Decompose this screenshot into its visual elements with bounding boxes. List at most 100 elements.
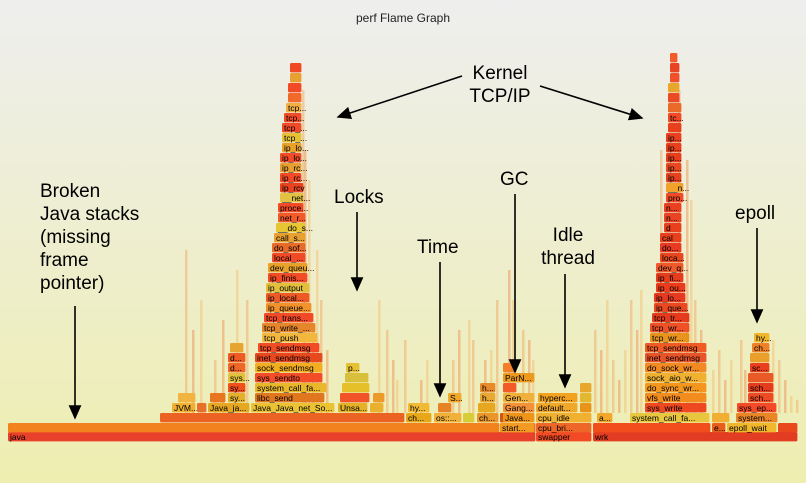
- stack-frame[interactable]: ip_que...: [654, 303, 689, 313]
- stack-frame[interactable]: [438, 403, 452, 413]
- stack-frame[interactable]: Java...: [503, 413, 535, 423]
- stack-frame[interactable]: cpu_idle: [536, 413, 592, 423]
- stack-frame[interactable]: sys_ep...: [737, 403, 777, 413]
- stack-frame[interactable]: [230, 343, 244, 353]
- stack-frame[interactable]: ip_queue...: [266, 303, 312, 313]
- stack-frame[interactable]: __n...: [666, 183, 689, 193]
- stack-frame[interactable]: swapper: [536, 432, 592, 442]
- stack-frame[interactable]: tcp_sendmsg: [645, 343, 707, 353]
- stack-frame[interactable]: [580, 403, 592, 413]
- stack-frame[interactable]: [178, 393, 196, 403]
- stack-frame[interactable]: S...: [448, 393, 463, 403]
- stack-frame[interactable]: ip_local...: [266, 293, 310, 303]
- stack-frame[interactable]: n...: [664, 213, 682, 223]
- stack-frame[interactable]: e...: [712, 423, 726, 433]
- stack-frame[interactable]: wrk: [593, 432, 798, 442]
- stack-frame[interactable]: Java_ja...: [208, 403, 250, 413]
- stack-frame[interactable]: epoll_wait: [727, 423, 777, 433]
- stack-frame[interactable]: ip_fi...: [656, 273, 684, 283]
- stack-frame[interactable]: inet_sendmsg: [645, 353, 707, 363]
- stack-frame[interactable]: hy...: [754, 333, 771, 343]
- stack-frame[interactable]: [478, 403, 496, 413]
- stack-frame[interactable]: [210, 393, 226, 403]
- stack-frame[interactable]: loca...: [660, 253, 685, 263]
- stack-frame[interactable]: [670, 63, 680, 73]
- stack-frame[interactable]: [342, 383, 370, 393]
- stack-frame[interactable]: [503, 383, 517, 393]
- stack-frame[interactable]: ip_lo...: [654, 293, 686, 303]
- stack-frame[interactable]: [160, 413, 405, 423]
- stack-frame[interactable]: java: [8, 432, 536, 442]
- stack-frame[interactable]: hyperc...: [538, 393, 578, 403]
- stack-frame[interactable]: [712, 413, 730, 423]
- stack-frame[interactable]: ip...: [666, 133, 682, 143]
- stack-frame[interactable]: sc...: [750, 363, 770, 373]
- stack-frame[interactable]: [670, 53, 678, 63]
- stack-frame[interactable]: [8, 423, 500, 433]
- stack-frame[interactable]: h...: [480, 383, 496, 393]
- stack-frame[interactable]: d...: [228, 353, 246, 363]
- stack-frame[interactable]: ip_lo...: [282, 143, 309, 153]
- stack-frame[interactable]: ip_rc...: [280, 163, 308, 173]
- stack-frame[interactable]: ip_output: [266, 283, 310, 293]
- stack-frame[interactable]: [593, 423, 711, 433]
- stack-frame[interactable]: ip_lo...: [280, 153, 307, 163]
- stack-frame[interactable]: Unsa...: [338, 403, 368, 413]
- stack-frame[interactable]: d: [664, 223, 682, 233]
- stack-frame[interactable]: hy...: [408, 403, 430, 413]
- stack-frame[interactable]: [340, 393, 370, 403]
- stack-frame[interactable]: [373, 393, 385, 403]
- stack-frame[interactable]: [345, 373, 369, 383]
- stack-frame[interactable]: cpu_bri...: [536, 423, 592, 433]
- stack-frame[interactable]: tcp_tr...: [652, 313, 690, 323]
- stack-frame[interactable]: call_s...: [274, 233, 306, 243]
- stack-frame[interactable]: ip...: [666, 163, 682, 173]
- stack-frame[interactable]: tcp_write_...: [262, 323, 316, 333]
- stack-frame[interactable]: ip_finis...: [268, 273, 308, 283]
- stack-frame[interactable]: __net...: [280, 193, 310, 203]
- stack-frame[interactable]: sys_write: [645, 403, 707, 413]
- stack-frame[interactable]: do_sof...: [272, 243, 307, 253]
- stack-frame[interactable]: [668, 83, 680, 93]
- stack-frame[interactable]: os::...: [434, 413, 462, 423]
- stack-frame[interactable]: tcp_...: [282, 133, 307, 143]
- stack-frame[interactable]: [778, 423, 798, 433]
- stack-frame[interactable]: proce...: [278, 203, 308, 213]
- stack-frame[interactable]: net_r...: [278, 213, 306, 223]
- stack-frame[interactable]: [290, 63, 302, 73]
- stack-frame[interactable]: ip_rc...: [280, 173, 308, 183]
- stack-frame[interactable]: [668, 123, 682, 133]
- stack-frame[interactable]: default...: [536, 403, 578, 413]
- stack-frame[interactable]: Java_Java_net_So...: [251, 403, 335, 413]
- stack-frame[interactable]: [670, 73, 680, 83]
- stack-frame[interactable]: libc_send: [255, 393, 325, 403]
- stack-frame[interactable]: [290, 73, 302, 83]
- stack-frame[interactable]: dev_q...: [656, 263, 688, 273]
- stack-frame[interactable]: ch...: [477, 413, 499, 423]
- stack-frame[interactable]: do...: [660, 243, 682, 253]
- stack-frame[interactable]: ip_ou...: [656, 283, 686, 293]
- stack-frame[interactable]: sys_sendto: [255, 373, 323, 383]
- stack-frame[interactable]: pro...: [666, 193, 687, 203]
- stack-frame[interactable]: sy...: [228, 393, 246, 403]
- stack-frame[interactable]: tcp_wr...: [650, 333, 690, 343]
- stack-frame[interactable]: dev_queu...: [268, 263, 314, 273]
- stack-frame[interactable]: [748, 373, 774, 383]
- stack-frame[interactable]: ch...: [406, 413, 432, 423]
- stack-frame[interactable]: d...: [228, 363, 246, 373]
- stack-frame[interactable]: do_sock_wr...: [645, 363, 707, 373]
- stack-frame[interactable]: [288, 83, 302, 93]
- stack-frame[interactable]: ip...: [666, 173, 682, 183]
- stack-frame[interactable]: [463, 413, 475, 423]
- stack-frame[interactable]: __do_s...: [276, 223, 313, 233]
- stack-frame[interactable]: ch...: [752, 343, 770, 353]
- stack-frame[interactable]: [197, 403, 207, 413]
- stack-frame[interactable]: JVM...: [172, 403, 198, 413]
- stack-frame[interactable]: tcp_trans...: [264, 313, 314, 323]
- stack-frame[interactable]: sys...: [228, 373, 250, 383]
- stack-frame[interactable]: tcp_...: [282, 123, 307, 133]
- stack-frame[interactable]: sock_aio_w...: [645, 373, 707, 383]
- stack-frame[interactable]: [580, 393, 592, 403]
- stack-frame[interactable]: system...: [736, 413, 778, 423]
- stack-frame[interactable]: Gang...: [503, 403, 535, 413]
